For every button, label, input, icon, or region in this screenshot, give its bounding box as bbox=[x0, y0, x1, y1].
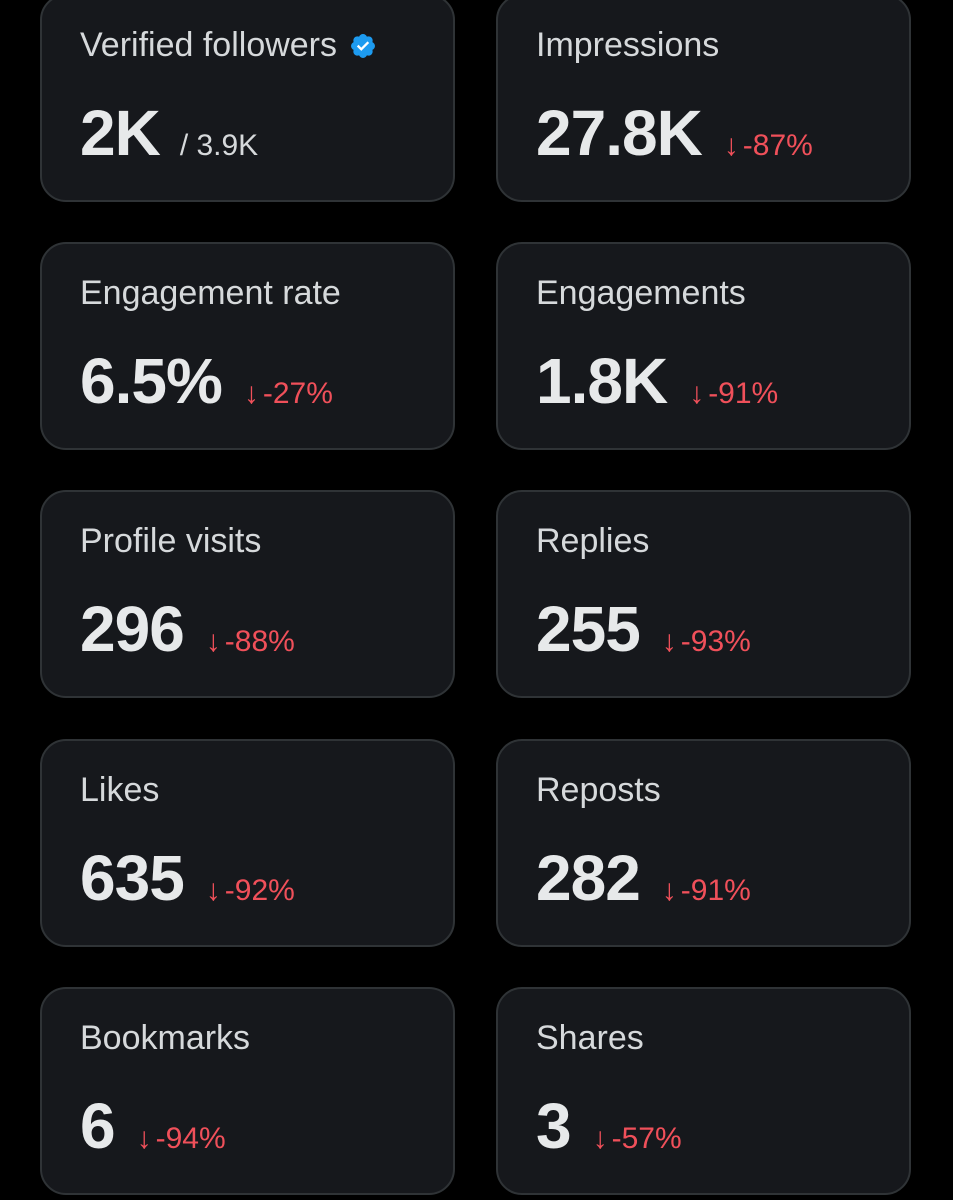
metric-change: ↓ -94% bbox=[137, 1122, 226, 1156]
metric-label: Engagement rate bbox=[80, 274, 341, 312]
metric-card-engagements[interactable]: Engagements 1.8K ↓ -91% bbox=[496, 242, 911, 450]
metric-value-row: 1.8K ↓ -91% bbox=[536, 344, 778, 418]
metric-value: 6 bbox=[80, 1090, 116, 1162]
metric-label: Likes bbox=[80, 771, 160, 809]
metric-label: Profile visits bbox=[80, 522, 262, 560]
metric-card-reposts[interactable]: Reposts 282 ↓ -91% bbox=[496, 739, 911, 947]
metric-value: 6.5% bbox=[80, 345, 223, 417]
metric-change: ↓ -57% bbox=[593, 1122, 682, 1156]
metric-value-row: 6 ↓ -94% bbox=[80, 1089, 226, 1163]
down-arrow-icon: ↓ bbox=[661, 625, 677, 658]
metric-card-profile-visits[interactable]: Profile visits 296 ↓ -88% bbox=[40, 490, 455, 698]
metric-change-value: -27% bbox=[262, 377, 333, 410]
down-arrow-icon: ↓ bbox=[661, 874, 677, 907]
metric-value: 282 bbox=[536, 842, 641, 914]
metric-card-likes[interactable]: Likes 635 ↓ -92% bbox=[40, 739, 455, 947]
metric-label: Engagements bbox=[536, 274, 746, 312]
metric-change: ↓ -91% bbox=[689, 377, 778, 411]
down-arrow-icon: ↓ bbox=[689, 377, 705, 410]
metric-value: 635 bbox=[80, 842, 185, 914]
down-arrow-icon: ↓ bbox=[723, 129, 739, 162]
metric-change-value: -57% bbox=[611, 1122, 682, 1155]
metric-change-value: -93% bbox=[680, 625, 751, 658]
down-arrow-icon: ↓ bbox=[205, 625, 221, 658]
metric-card-shares[interactable]: Shares 3 ↓ -57% bbox=[496, 987, 911, 1195]
metric-change-value: -87% bbox=[742, 129, 813, 162]
metric-change: ↓ -87% bbox=[724, 129, 813, 163]
metric-card-verified-followers[interactable]: Verified followers 2K / 3.9K bbox=[40, 0, 455, 202]
metric-value: 2K bbox=[80, 97, 161, 169]
metric-change-value: -94% bbox=[155, 1122, 226, 1155]
metric-card-engagement-rate[interactable]: Engagement rate 6.5% ↓ -27% bbox=[40, 242, 455, 450]
metric-value-row: 635 ↓ -92% bbox=[80, 841, 295, 915]
metric-change: ↓ -93% bbox=[662, 625, 751, 659]
metric-change: ↓ -27% bbox=[244, 377, 333, 411]
metric-change: ↓ -91% bbox=[662, 874, 751, 908]
metric-value-row: 3 ↓ -57% bbox=[536, 1089, 682, 1163]
metric-value-row: 282 ↓ -91% bbox=[536, 841, 751, 915]
metric-change-value: -92% bbox=[224, 874, 295, 907]
metric-value-row: 27.8K ↓ -87% bbox=[536, 96, 813, 170]
metric-change-value: -88% bbox=[224, 625, 295, 658]
metric-change: ↓ -92% bbox=[206, 874, 295, 908]
metric-value: 3 bbox=[536, 1090, 572, 1162]
down-arrow-icon: ↓ bbox=[136, 1122, 152, 1155]
metric-label: Bookmarks bbox=[80, 1019, 251, 1057]
metric-value: 255 bbox=[536, 593, 641, 665]
metric-label: Verified followers bbox=[80, 26, 377, 65]
metric-value-row: 6.5% ↓ -27% bbox=[80, 344, 333, 418]
metric-change-value: -91% bbox=[708, 377, 779, 410]
metric-change: ↓ -88% bbox=[206, 625, 295, 659]
down-arrow-icon: ↓ bbox=[243, 377, 259, 410]
verified-badge-icon bbox=[351, 33, 375, 58]
down-arrow-icon: ↓ bbox=[592, 1122, 608, 1155]
metric-card-impressions[interactable]: Impressions 27.8K ↓ -87% bbox=[496, 0, 911, 202]
metric-total: / 3.9K bbox=[179, 129, 259, 162]
metric-value: 27.8K bbox=[536, 97, 703, 169]
metric-change-value: -91% bbox=[680, 874, 751, 907]
metric-label: Reposts bbox=[536, 771, 661, 809]
metric-value-row: 255 ↓ -93% bbox=[536, 592, 751, 666]
metric-label: Replies bbox=[536, 522, 650, 560]
metric-value-row: 2K / 3.9K bbox=[80, 96, 258, 170]
metric-value-row: 296 ↓ -88% bbox=[80, 592, 295, 666]
metric-label: Shares bbox=[536, 1019, 644, 1057]
down-arrow-icon: ↓ bbox=[205, 874, 221, 907]
metric-card-replies[interactable]: Replies 255 ↓ -93% bbox=[496, 490, 911, 698]
metric-label: Impressions bbox=[536, 26, 720, 64]
metric-label-text: Verified followers bbox=[80, 26, 338, 64]
metric-card-bookmarks[interactable]: Bookmarks 6 ↓ -94% bbox=[40, 987, 455, 1195]
metric-value: 1.8K bbox=[536, 345, 668, 417]
metric-value: 296 bbox=[80, 593, 185, 665]
